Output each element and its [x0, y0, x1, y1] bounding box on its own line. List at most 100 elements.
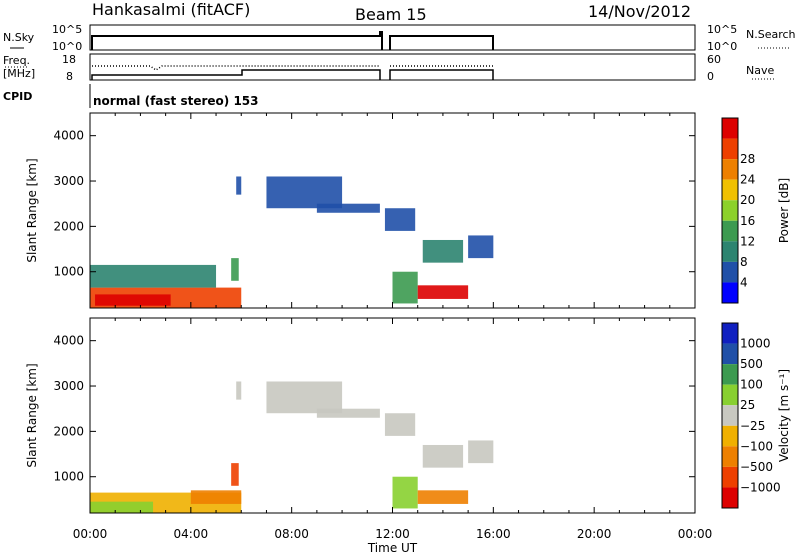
colorbar-tick-label: 28 — [740, 152, 755, 166]
nsky-tick-top: 10^5 — [52, 23, 82, 36]
x-tick-label: 00:00 — [678, 527, 713, 541]
colorbar-label: Velocity [m s⁻¹] — [777, 369, 791, 462]
colorbar-swatch — [722, 241, 738, 262]
colorbar-tick-label: 20 — [740, 193, 755, 207]
nsearch-tick-bottom: 10^0 — [707, 40, 737, 53]
freq-tick-top: 18 — [62, 53, 76, 66]
colorbar-swatch — [722, 425, 738, 447]
colorbar-label: Power [dB] — [777, 178, 791, 243]
scatter-region-6 — [316, 408, 380, 418]
freq-panel: Freq. [MHz] 18 8 60 0 Nave — [3, 53, 776, 83]
freq-tick-bottom: 8 — [66, 70, 73, 83]
freq-label: Freq. — [3, 54, 30, 67]
colorbar-tick-label: 24 — [740, 173, 755, 187]
colorbar-swatch — [722, 220, 738, 242]
scatter-region-7 — [384, 208, 416, 231]
x-tick-label: 20:00 — [577, 527, 612, 541]
cpid-label: CPID — [3, 90, 32, 103]
colorbar-swatch — [722, 384, 738, 406]
colorbar-frame — [721, 322, 739, 509]
colorbar-tick-label: 500 — [740, 357, 763, 371]
freq-trace — [91, 69, 494, 80]
x-tick-label: 04:00 — [174, 527, 209, 541]
velocity-colorbar: 1000 500 100 25 −25 −100 −500 −1000 Velocity [m … — [721, 322, 791, 509]
x-axis-label: Time UT — [367, 541, 418, 554]
scatter-region-8 — [392, 476, 418, 509]
nsky-frame — [89, 24, 696, 51]
y-tick-label: 4000 — [53, 334, 84, 348]
y-axis-label: Slant Range [km] — [25, 158, 39, 262]
scatter-region-1 — [95, 294, 171, 306]
freq-frame — [89, 53, 696, 81]
scatter-region-2 — [90, 264, 217, 288]
scatter-region-11 — [468, 440, 494, 464]
scatter-region-9 — [417, 285, 469, 299]
nsearch-tick-top: 10^5 — [707, 23, 737, 36]
x-tick-label: 00:00 — [73, 527, 108, 541]
colorbar-swatch — [722, 159, 738, 180]
scatter-region-6 — [316, 203, 380, 213]
x-tick-label: 08:00 — [274, 527, 309, 541]
colorbar-swatch — [722, 118, 738, 139]
nsky-panel: N.Sky 10^5 10^0 10^5 10^0 N.Search — [3, 23, 796, 53]
scatter-region-5 — [266, 176, 343, 209]
power-panel: 1000 2000 3000 4000 Slant Range [km] — [25, 112, 696, 309]
colorbar-swatch — [722, 364, 738, 385]
scatter-region-5 — [266, 381, 343, 414]
scatter-region-10 — [422, 444, 464, 468]
station-title: Hankasalmi (fitACF) — [92, 0, 250, 19]
colorbar-tick-label: 8 — [740, 255, 748, 269]
colorbar-tick-label: 100 — [740, 378, 763, 392]
scatter-region-4 — [236, 176, 242, 195]
scatter-region-3 — [231, 463, 239, 486]
colorbar-frame — [721, 117, 739, 304]
y-tick-label: 1000 — [53, 265, 84, 279]
nave-tick-bottom: 0 — [707, 70, 714, 83]
colorbar-swatch — [722, 323, 738, 344]
scatter-region-9 — [417, 490, 469, 504]
colorbar-swatch — [722, 487, 738, 508]
date-title: 14/Nov/2012 — [588, 2, 691, 21]
colorbar-tick-label: 16 — [740, 214, 755, 228]
colorbar-swatch — [722, 446, 738, 467]
scatter-region-1 — [90, 501, 154, 513]
nave-label: Nave — [746, 64, 774, 77]
colorbar-swatch — [722, 466, 738, 488]
beam-title: Beam 15 — [355, 5, 427, 24]
colorbar-swatch — [722, 200, 738, 221]
colorbar-swatch — [722, 261, 738, 283]
colorbar-tick-label: 4 — [740, 275, 748, 289]
cpid-text: normal (fast stereo) 153 — [93, 94, 259, 108]
scatter-region-4 — [236, 381, 242, 400]
y-tick-label: 2000 — [53, 219, 84, 233]
y-tick-label: 3000 — [53, 379, 84, 393]
y-tick-label: 2000 — [53, 424, 84, 438]
colorbar-tick-label: 25 — [740, 398, 755, 412]
y-tick-label: 1000 — [53, 470, 84, 484]
colorbar-tick-label: 12 — [740, 234, 755, 248]
colorbar-tick-label: −100 — [740, 439, 773, 453]
power-colorbar: 4 8 12 16 20 24 28 Power [dB] — [721, 117, 791, 304]
colorbar-swatch — [722, 179, 738, 201]
colorbar-swatch — [722, 405, 738, 426]
colorbar-tick-label: −500 — [740, 460, 773, 474]
y-tick-label: 4000 — [53, 129, 84, 143]
scatter-region-7 — [384, 413, 416, 436]
colorbar-swatch — [722, 138, 738, 160]
colorbar-tick-label: −25 — [740, 419, 765, 433]
nave-trace — [92, 65, 493, 71]
time-axis: 00:00 04:00 08:00 12:00 16:00 20:00 00:00 Time … — [73, 527, 713, 554]
colorbar-tick-label: 1000 — [740, 337, 771, 351]
velocity-panel: 1000 2000 3000 4000 Slant Range [km] — [25, 317, 696, 514]
y-axis-label: Slant Range [km] — [25, 363, 39, 467]
nsky-tick-bottom: 10^0 — [52, 40, 82, 53]
scatter-region-3 — [231, 258, 239, 281]
scatter-region-8 — [392, 271, 418, 304]
colorbar-tick-label: −1000 — [740, 480, 781, 494]
nsky-label: N.Sky — [3, 31, 35, 44]
nsky-trace — [91, 31, 494, 50]
colorbar-swatch — [722, 282, 738, 303]
freq-unit: [MHz] — [3, 67, 35, 80]
scatter-region-2 — [190, 490, 242, 504]
